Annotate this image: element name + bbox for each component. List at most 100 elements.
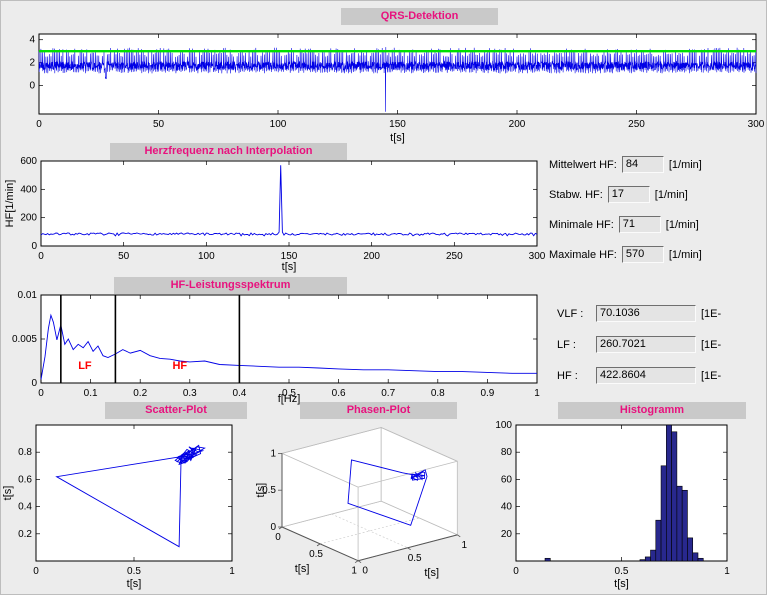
svg-text:t[s]: t[s] <box>295 563 310 575</box>
stat-row-std: Stabw. HF: 17 [1/min] <box>549 186 688 203</box>
svg-text:400: 400 <box>20 184 37 195</box>
qrs-chart: 0 50 100 150 200 250 300 0 2 4 t[s] <box>1 27 766 149</box>
svg-text:t[s]: t[s] <box>127 578 142 590</box>
svg-text:0: 0 <box>31 241 37 252</box>
svg-text:600: 600 <box>20 156 37 167</box>
svg-text:100: 100 <box>198 251 215 262</box>
svg-text:t[s]: t[s] <box>2 486 14 501</box>
scatter-title: Scatter-Plot <box>105 402 247 419</box>
qrs-title: QRS-Detektion <box>341 8 498 25</box>
svg-text:50: 50 <box>118 251 130 262</box>
svg-text:200: 200 <box>20 213 37 224</box>
svg-text:0.8: 0.8 <box>431 388 445 399</box>
svg-text:0: 0 <box>275 532 281 543</box>
histogram-title: Histogramm <box>558 402 746 419</box>
svg-text:20: 20 <box>501 529 513 540</box>
histogram-svg: 0 0.5 1 20 40 60 80 100 t[s] <box>495 420 730 590</box>
std-hf-label: Stabw. HF: <box>549 188 603 201</box>
stat-row-min: Minimale HF: 71 [1/min] <box>549 216 699 233</box>
phase-chart: 0 0 0 0.5 0.5 0.5 1 1 1 t[s] t[s] t[s] <box>254 415 488 594</box>
std-hf-value-field[interactable]: 17 <box>607 186 650 203</box>
svg-text:0.01: 0.01 <box>18 290 38 301</box>
svg-text:0.5: 0.5 <box>282 388 296 399</box>
histogram-chart: 0 0.5 1 20 40 60 80 100 t[s] <box>489 419 754 594</box>
svg-text:2: 2 <box>29 58 35 69</box>
std-hf-unit: [1/min] <box>654 188 688 201</box>
svg-text:50: 50 <box>153 119 165 130</box>
lf-value-field[interactable]: 260.7021 <box>596 336 696 353</box>
svg-text:0.5: 0.5 <box>408 553 422 564</box>
svg-text:0.6: 0.6 <box>332 388 346 399</box>
stat-row-mean: Mittelwert HF: 84 [1/min] <box>549 156 702 173</box>
svg-text:0.005: 0.005 <box>12 334 37 345</box>
phase-title: Phasen-Plot <box>300 402 457 419</box>
lf-label: LF : <box>557 338 576 351</box>
hf-power-unit: [1E- <box>701 369 722 382</box>
svg-text:250: 250 <box>446 251 463 262</box>
svg-text:HF: HF <box>172 360 187 372</box>
svg-text:0.9: 0.9 <box>480 388 494 399</box>
power-row-vlf: VLF : 70.1036 [1E- <box>557 305 721 322</box>
min-hf-label: Minimale HF: <box>549 218 614 231</box>
hf-power-value-field[interactable]: 422.8604 <box>596 367 696 384</box>
heart-rate-chart: 0 50 100 150 200 250 300 0 200 400 600 t[s] HF[1/min… <box>1 151 549 273</box>
power-row-hf: HF : 422.8604 [1E- <box>557 367 721 384</box>
svg-text:HF[1/min]: HF[1/min] <box>4 180 16 228</box>
spectrum-svg: 0 0.1 0.2 0.3 0.4 0.5 0.6 0.7 0.8 0.9 1 0 0.005 0.01 L… <box>12 290 540 405</box>
svg-text:0.5: 0.5 <box>127 566 141 577</box>
svg-text:0.2: 0.2 <box>18 529 32 540</box>
svg-text:t[s]: t[s] <box>424 567 439 579</box>
svg-text:200: 200 <box>509 119 526 130</box>
svg-text:60: 60 <box>501 474 513 485</box>
svg-text:150: 150 <box>281 251 298 262</box>
svg-text:0.2: 0.2 <box>133 388 147 399</box>
svg-text:LF: LF <box>78 360 92 372</box>
svg-text:0.3: 0.3 <box>183 388 197 399</box>
max-hf-label: Maximale HF: <box>549 248 617 261</box>
svg-text:0.5: 0.5 <box>615 566 629 577</box>
min-hf-value-field[interactable]: 71 <box>618 216 661 233</box>
vlf-unit: [1E- <box>701 307 722 320</box>
scatter-svg: 0 0.5 1 0.2 0.4 0.6 0.8 t[s] t[s] <box>2 424 235 590</box>
svg-text:0.4: 0.4 <box>18 502 32 513</box>
svg-text:300: 300 <box>529 251 546 262</box>
svg-text:0.4: 0.4 <box>232 388 246 399</box>
svg-text:4: 4 <box>29 35 35 46</box>
svg-text:150: 150 <box>389 119 406 130</box>
svg-text:f[Hz]: f[Hz] <box>278 393 301 405</box>
max-hf-value-field[interactable]: 570 <box>621 246 664 263</box>
svg-text:0: 0 <box>270 522 276 533</box>
svg-text:0.8: 0.8 <box>18 447 32 458</box>
svg-text:200: 200 <box>363 251 380 262</box>
spectrum-chart: 0 0.1 0.2 0.3 0.4 0.5 0.6 0.7 0.8 0.9 1 0 0.005 0.01 L… <box>1 289 549 405</box>
svg-text:0.5: 0.5 <box>309 549 323 560</box>
svg-text:0: 0 <box>38 251 44 262</box>
svg-text:t[s]: t[s] <box>255 483 267 498</box>
svg-text:0: 0 <box>362 566 368 577</box>
svg-text:1: 1 <box>724 566 730 577</box>
hf-power-label: HF : <box>557 369 578 382</box>
svg-text:80: 80 <box>501 447 513 458</box>
heart-rate-title: Herzfrequenz nach Interpolation <box>110 143 347 160</box>
svg-text:0: 0 <box>36 119 42 130</box>
svg-text:t[s]: t[s] <box>282 261 297 273</box>
svg-text:250: 250 <box>628 119 645 130</box>
svg-text:t[s]: t[s] <box>614 578 629 590</box>
svg-text:1: 1 <box>461 540 467 551</box>
mean-hf-label: Mittelwert HF: <box>549 158 617 171</box>
spectrum-title: HF-Leistungsspektrum <box>114 277 347 294</box>
min-hf-unit: [1/min] <box>665 218 699 231</box>
svg-text:0: 0 <box>33 566 39 577</box>
svg-text:1: 1 <box>229 566 235 577</box>
svg-text:0.5: 0.5 <box>262 485 276 496</box>
svg-text:0: 0 <box>31 378 37 389</box>
mean-hf-unit: [1/min] <box>668 158 702 171</box>
svg-text:0.6: 0.6 <box>18 474 32 485</box>
svg-text:0: 0 <box>29 80 35 91</box>
scatter-chart: 0 0.5 1 0.2 0.4 0.6 0.8 t[s] t[s] <box>1 419 253 594</box>
mean-hf-value-field[interactable]: 84 <box>621 156 664 173</box>
qrs-svg: 0 50 100 150 200 250 300 0 2 4 t[s] <box>29 33 765 144</box>
vlf-value-field[interactable]: 70.1036 <box>596 305 696 322</box>
